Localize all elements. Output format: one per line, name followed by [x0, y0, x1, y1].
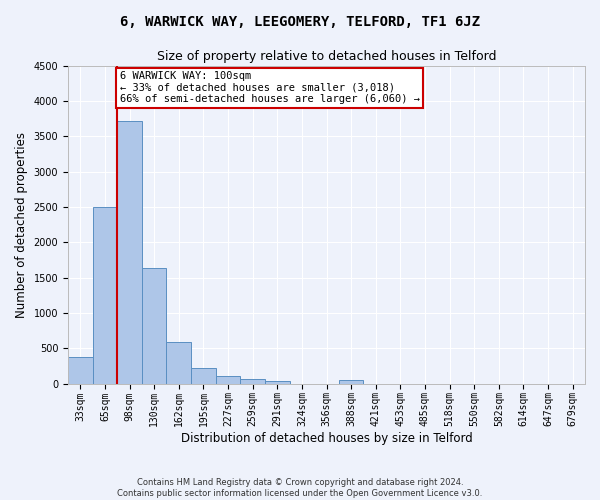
Bar	[92, 207, 117, 384]
Bar	[166, 342, 191, 384]
Bar	[216, 376, 241, 384]
Bar	[241, 380, 265, 384]
Text: 6 WARWICK WAY: 100sqm
← 33% of detached houses are smaller (3,018)
66% of semi-d: 6 WARWICK WAY: 100sqm ← 33% of detached …	[120, 71, 420, 104]
X-axis label: Distribution of detached houses by size in Telford: Distribution of detached houses by size …	[181, 432, 472, 445]
Bar	[142, 268, 166, 384]
Bar	[191, 368, 216, 384]
Title: Size of property relative to detached houses in Telford: Size of property relative to detached ho…	[157, 50, 496, 63]
Bar	[339, 380, 364, 384]
Text: Contains HM Land Registry data © Crown copyright and database right 2024.
Contai: Contains HM Land Registry data © Crown c…	[118, 478, 482, 498]
Y-axis label: Number of detached properties: Number of detached properties	[15, 132, 28, 318]
Bar	[265, 380, 290, 384]
Text: 6, WARWICK WAY, LEEGOMERY, TELFORD, TF1 6JZ: 6, WARWICK WAY, LEEGOMERY, TELFORD, TF1 …	[120, 15, 480, 29]
Bar	[68, 358, 92, 384]
Bar	[117, 120, 142, 384]
